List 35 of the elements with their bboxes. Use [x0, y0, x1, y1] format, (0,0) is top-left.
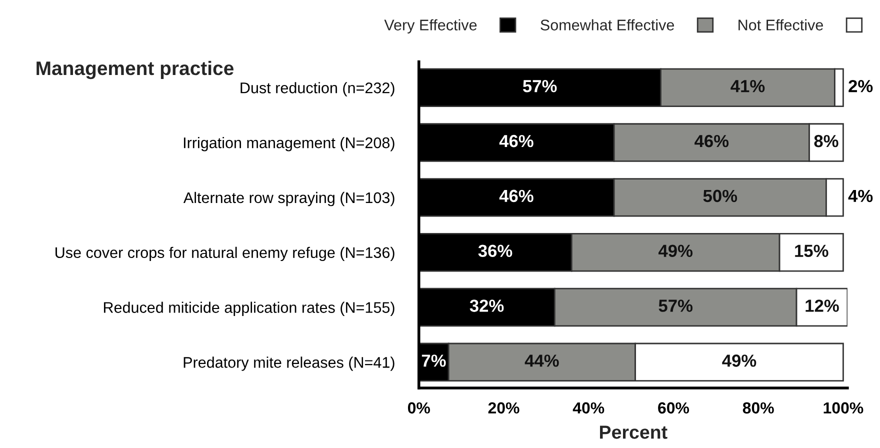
y-tick-label: Alternate row spraying (N=103) [183, 192, 394, 206]
x-tick-label: 20% [488, 402, 520, 414]
x-tick-label: 60% [658, 402, 690, 414]
y-tick-label: Predatory mite releases (N=41) [184, 356, 394, 371]
x-tick-label: 80% [742, 402, 774, 414]
x-tick-label: 40% [572, 402, 604, 414]
legend-label: Not Effective [738, 19, 823, 30]
data-label: 7% [422, 354, 446, 367]
y-tick-label: Dust reduction (n=232) [240, 82, 394, 96]
data-label: 36% [478, 244, 512, 258]
data-label: 50% [703, 190, 738, 202]
x-tick-label: 100% [824, 402, 864, 414]
data-label: 8% [814, 134, 838, 148]
data-label: 57% [658, 300, 693, 312]
data-label: 4% [848, 190, 873, 202]
y-tick-label: Reduced miticide application rates (N=155) [104, 302, 394, 316]
legend-label: Somewhat Effective [540, 19, 674, 30]
data-label: 49% [722, 354, 756, 367]
data-label: 32% [470, 300, 504, 312]
legend-label: Very Effective [384, 19, 477, 34]
data-label: 12% [806, 300, 839, 312]
data-label: 46% [499, 190, 534, 202]
data-label: 44% [524, 354, 559, 367]
data-label: 46% [694, 134, 729, 148]
data-label: 49% [658, 244, 693, 258]
x-axis-title: Percent [600, 426, 668, 439]
x-tick-label: 0% [408, 402, 430, 414]
data-label: 15% [795, 244, 828, 258]
y-tick-label: Use cover crops for natural enemy refuge (N=136) [56, 246, 394, 262]
data-label: 46% [499, 134, 534, 148]
data-label: 41% [730, 80, 765, 92]
data-label: 2% [848, 80, 873, 92]
data-label: 57% [522, 80, 557, 92]
y-axis-title: Management practice [36, 60, 234, 80]
y-tick-label: Irrigation management (N=208) [184, 137, 394, 152]
